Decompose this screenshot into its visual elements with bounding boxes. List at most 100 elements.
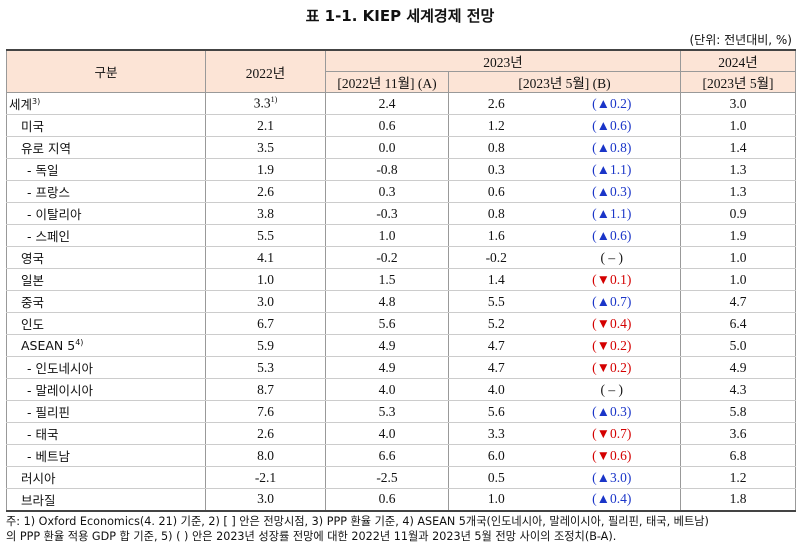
value-2022: 2.6	[257, 425, 274, 441]
value-2024: 4.3	[729, 381, 747, 397]
table-title: 표 1-1. KIEP 세계경제 전망	[305, 7, 495, 25]
value-cell: 3.31)	[205, 92, 326, 115]
value-a: 4.9	[378, 359, 396, 375]
value-cell: -2.5	[325, 466, 449, 489]
value-cell: 7.6	[205, 400, 326, 423]
value-cell: 1.2	[680, 466, 797, 489]
value-2022: 1.0	[257, 271, 274, 287]
value-cell: 4.1	[205, 246, 326, 269]
header-cell: 2023년	[324, 49, 682, 72]
table-row: - 프랑스 2.6 0.3 0.6 (▲0.3) 1.3	[6, 180, 797, 203]
table-row: - 말레이시아 8.7 4.0 4.0 ( – ) 4.3	[6, 378, 797, 401]
row-label: 세계	[9, 97, 33, 112]
value-2024: 1.0	[729, 117, 747, 133]
value-cell: 6.4	[680, 312, 797, 335]
table-row: 유로 지역 3.5 0.0 0.8 (▲0.8) 1.4	[6, 136, 797, 159]
change-value: (▲1.1)	[592, 205, 632, 221]
table-row: - 스페인 5.5 1.0 1.6 (▲0.6) 1.9	[6, 224, 797, 247]
change-value: (▲0.2)	[592, 95, 632, 111]
change-cell: (▲1.1)	[543, 158, 682, 181]
row-label-cell: 러시아	[6, 466, 206, 489]
value-b: 0.3	[487, 161, 505, 177]
row-label-cell: 세계3)	[6, 92, 206, 115]
value-cell: 6.8	[680, 444, 797, 467]
row-label-cell: - 인도네시아	[6, 356, 206, 379]
value-2022: 8.0	[257, 447, 274, 463]
value-cell: 2.1	[205, 114, 326, 137]
value-2022: 2.1	[257, 117, 274, 133]
value-cell: 4.7	[448, 334, 544, 357]
row-label-cell: - 독일	[6, 158, 206, 181]
change-value: (▲0.6)	[592, 117, 632, 133]
value-2024: 1.0	[729, 249, 747, 265]
row-label-cell: 일본	[6, 268, 206, 291]
value-cell: -0.2	[325, 246, 449, 269]
value-cell: 6.7	[205, 312, 326, 335]
value-b: 4.0	[487, 381, 505, 397]
row-label: 유로 지역	[21, 141, 71, 156]
row-label-cell: 미국	[6, 114, 206, 137]
change-cell: (▲0.6)	[543, 114, 682, 137]
value-2024: 6.8	[729, 447, 747, 463]
change-value: (▼0.4)	[592, 315, 632, 331]
value-cell: 5.2	[448, 312, 544, 335]
value-a: 4.0	[378, 381, 396, 397]
change-value: ( – )	[600, 249, 624, 265]
value-a: 4.9	[378, 337, 396, 353]
value-2022: 3.5	[257, 139, 274, 155]
value-cell: 1.4	[680, 136, 797, 159]
value-cell: 5.6	[325, 312, 449, 335]
value-b: 1.6	[487, 227, 505, 243]
row-label: 브라질	[21, 492, 56, 508]
value-cell: 1.0	[325, 224, 449, 247]
table-row: 세계3) 3.31) 2.4 2.6 (▲0.2) 3.0	[6, 92, 797, 115]
value-cell: 3.0	[205, 488, 326, 512]
value-2024: 0.9	[729, 205, 747, 221]
value-2024: 4.9	[729, 359, 747, 375]
row-label: 중국	[21, 295, 45, 310]
value-2022: 7.6	[257, 403, 274, 419]
value-cell: 4.0	[325, 378, 449, 401]
value-cell: 1.2	[448, 114, 544, 137]
header-cell: 2022년	[205, 49, 326, 93]
value-b: 0.8	[487, 205, 505, 221]
value-cell: 0.9	[680, 202, 797, 225]
value-b: 5.5	[487, 293, 505, 309]
value-cell: 1.3	[680, 180, 797, 203]
value-cell: 0.3	[448, 158, 544, 181]
table-row: - 독일 1.9 -0.8 0.3 (▲1.1) 1.3	[6, 158, 797, 181]
value-cell: 2.6	[448, 92, 544, 115]
value-2024: 1.3	[729, 161, 747, 177]
change-cell: (▼0.2)	[543, 356, 682, 379]
value-cell: 8.7	[205, 378, 326, 401]
change-cell: (▼0.7)	[543, 422, 682, 445]
value-a: -0.8	[376, 161, 398, 177]
change-cell: ( – )	[543, 246, 682, 269]
value-cell: 5.8	[680, 400, 797, 423]
footnote-mark: 4)	[75, 337, 84, 347]
value-cell: 4.9	[325, 356, 449, 379]
value-a: -0.3	[376, 205, 398, 221]
row-label: - 필리핀	[27, 405, 70, 420]
change-value: (▲0.8)	[592, 139, 632, 155]
value-cell: 3.5	[205, 136, 326, 159]
value-cell: 3.6	[680, 422, 797, 445]
change-cell: (▲1.1)	[543, 202, 682, 225]
value-cell: -0.2	[448, 246, 544, 269]
value-b: -0.2	[485, 249, 507, 265]
value-b: 6.0	[487, 447, 505, 463]
row-label: - 태국	[27, 427, 59, 442]
value-cell: 1.4	[448, 268, 544, 291]
table-header: 구분 2022년 2023년 2024년 [2022년 11월] (A) [20…	[6, 49, 797, 93]
value-cell: 1.9	[680, 224, 797, 247]
value-b: 4.7	[487, 359, 505, 375]
footnote-mark: 3)	[32, 96, 41, 106]
footnote-line: 주: 1) Oxford Economics(4. 21) 기준, 2) [ ]…	[6, 515, 709, 528]
change-cell: (▼0.1)	[543, 268, 682, 291]
value-cell: 8.0	[205, 444, 326, 467]
value-cell: 0.3	[325, 180, 449, 203]
value-cell: 4.3	[680, 378, 797, 401]
value-cell: 1.0	[680, 246, 797, 269]
change-value: (▲0.4)	[592, 491, 632, 507]
change-cell: (▼0.2)	[543, 334, 682, 357]
